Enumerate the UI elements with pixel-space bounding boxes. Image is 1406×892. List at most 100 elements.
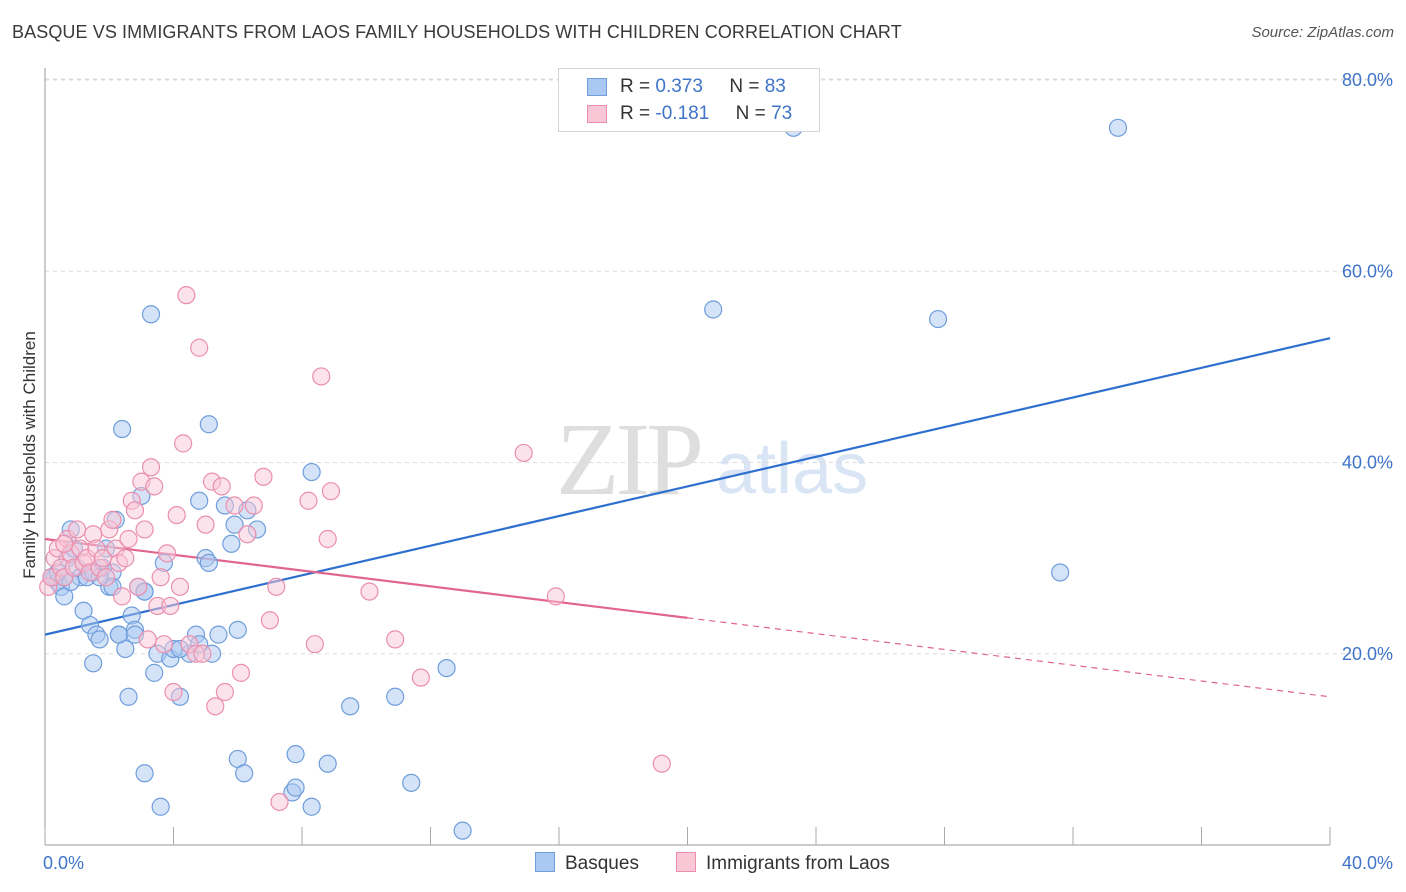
legend-n-value: 73 xyxy=(771,103,793,124)
data-point xyxy=(225,496,244,515)
data-point xyxy=(190,491,209,510)
data-point xyxy=(103,510,122,529)
data-point xyxy=(652,754,671,773)
trend-line-laos-dashed xyxy=(687,617,1331,698)
data-point xyxy=(154,635,173,654)
data-point xyxy=(260,611,279,630)
bottom-legend-label-basques: Basques xyxy=(565,853,639,874)
series-laos xyxy=(39,286,671,812)
trend-line-laos xyxy=(44,537,688,619)
data-point xyxy=(453,821,472,840)
data-point xyxy=(90,630,109,649)
data-point xyxy=(199,553,218,573)
data-point xyxy=(206,697,225,716)
data-point xyxy=(109,625,128,644)
bottom-legend-swatch-laos xyxy=(676,852,696,872)
legend-r-value: -0.181 xyxy=(655,103,710,124)
data-point xyxy=(546,587,565,606)
data-point xyxy=(514,443,533,463)
data-point xyxy=(84,654,103,673)
data-point xyxy=(437,658,456,678)
data-point xyxy=(212,477,231,496)
data-point xyxy=(174,434,193,453)
data-point xyxy=(135,764,154,783)
data-point xyxy=(119,687,138,706)
data-point xyxy=(321,482,341,501)
y-tick-label: 40.0% xyxy=(1342,453,1393,473)
data-point xyxy=(704,300,723,319)
data-point xyxy=(299,491,318,510)
legend-n-value: 83 xyxy=(764,76,786,97)
data-point xyxy=(170,577,190,596)
data-point xyxy=(164,682,183,702)
data-point xyxy=(167,505,186,525)
data-point xyxy=(129,577,148,596)
data-point xyxy=(231,663,251,682)
data-point xyxy=(125,501,145,520)
data-point xyxy=(196,515,215,534)
data-point xyxy=(222,534,241,553)
data-point xyxy=(209,625,228,644)
chart-title: BASQUE VS IMMIGRANTS FROM LAOS FAMILY HO… xyxy=(12,22,902,42)
legend-swatch-laos xyxy=(587,105,607,123)
data-point xyxy=(235,764,254,783)
trend-lines xyxy=(44,337,1331,698)
data-point xyxy=(402,773,421,792)
data-point xyxy=(177,286,196,305)
legend-r-value: 0.373 xyxy=(655,76,703,97)
data-point xyxy=(386,630,405,649)
x-tick-label: 0.0% xyxy=(43,853,84,873)
data-point xyxy=(55,534,74,553)
data-point xyxy=(286,778,305,797)
data-point xyxy=(141,458,161,477)
data-point xyxy=(1051,563,1070,582)
data-point xyxy=(238,525,257,544)
correlation-legend: R = 0.373 N = 83 R = -0.181 N = 73 xyxy=(558,68,820,132)
data-point xyxy=(270,792,289,812)
tick-labels: 20.0% 40.0% 60.0% 80.0% 0.0% 40.0% xyxy=(43,70,1393,873)
data-point xyxy=(386,687,405,706)
data-point xyxy=(119,529,138,549)
data-point xyxy=(228,620,247,639)
gridlines xyxy=(45,78,1392,655)
legend-n-label: N = xyxy=(729,76,760,97)
data-point xyxy=(305,635,324,654)
data-point xyxy=(254,467,273,486)
data-points xyxy=(39,118,1128,840)
data-point xyxy=(145,477,164,496)
data-point xyxy=(157,544,177,563)
trend-line-basques xyxy=(44,337,1331,636)
data-point xyxy=(161,596,180,616)
data-point xyxy=(112,587,132,606)
data-point xyxy=(145,663,164,682)
y-tick-label: 20.0% xyxy=(1342,644,1393,664)
data-point xyxy=(151,797,170,816)
data-point xyxy=(96,568,116,587)
data-point xyxy=(318,754,337,773)
data-point xyxy=(138,630,157,649)
data-point xyxy=(928,309,948,329)
bottom-legend-label-laos: Immigrants from Laos xyxy=(706,853,890,874)
legend-n-label: N = xyxy=(735,103,766,124)
watermark-atlas: atlas xyxy=(716,429,869,509)
data-point xyxy=(244,496,263,515)
legend-r-label: R = xyxy=(620,103,651,124)
x-tick-label: 40.0% xyxy=(1342,853,1393,873)
source-label: Source: ZipAtlas.com xyxy=(1251,24,1394,41)
data-point xyxy=(141,305,161,324)
data-point xyxy=(1108,118,1128,137)
bottom-legend-laos[interactable]: Immigrants from Laos xyxy=(676,852,890,875)
legend-swatch-basques xyxy=(587,78,607,96)
data-point xyxy=(267,577,286,596)
bottom-legend-swatch-basques xyxy=(535,852,555,872)
bottom-legend-basques[interactable]: Basques xyxy=(535,852,639,875)
data-point xyxy=(193,644,212,663)
data-point xyxy=(360,582,379,601)
legend-r-label: R = xyxy=(620,76,651,97)
data-point xyxy=(215,682,234,702)
data-point xyxy=(286,745,305,764)
data-point xyxy=(135,520,154,539)
data-point xyxy=(199,415,218,434)
watermark-zip: ZIP xyxy=(556,402,704,517)
